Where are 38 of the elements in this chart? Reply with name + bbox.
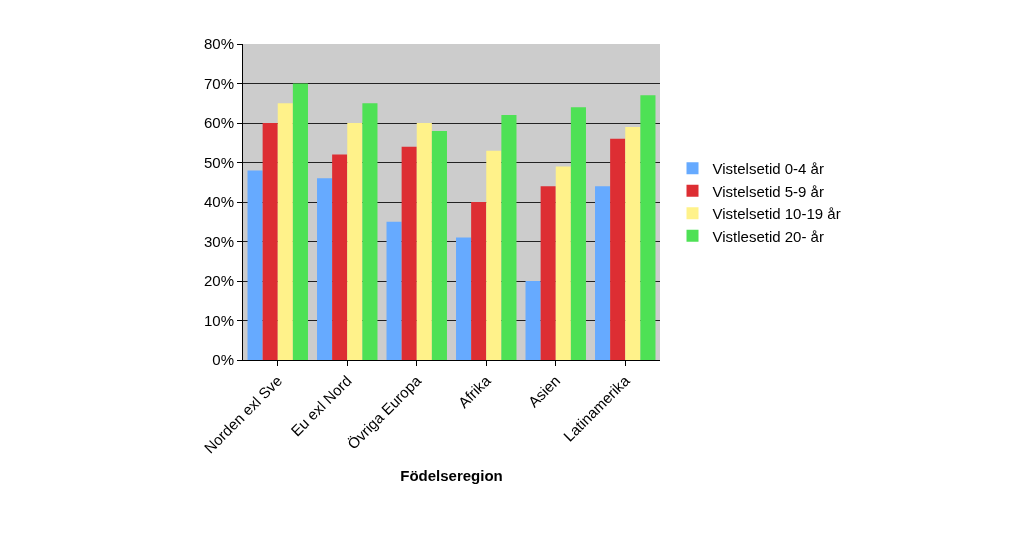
bar bbox=[525, 281, 541, 360]
bar bbox=[595, 186, 611, 360]
bar bbox=[347, 123, 363, 360]
bar bbox=[640, 95, 656, 360]
legend-label: Vistelsetid 0-4 år bbox=[712, 160, 824, 178]
bar bbox=[262, 123, 278, 360]
bar bbox=[362, 103, 378, 360]
bar bbox=[456, 237, 472, 360]
bar bbox=[625, 126, 641, 360]
legend-label: Vistlesetid 20- år bbox=[712, 227, 824, 245]
y-tick-label: 40% bbox=[203, 193, 234, 211]
legend-label: Vistelsetid 5-9 år bbox=[712, 182, 824, 200]
bar bbox=[401, 146, 417, 360]
y-tick-label: 0% bbox=[212, 351, 234, 369]
bar bbox=[332, 154, 348, 360]
bar bbox=[486, 150, 502, 360]
bar bbox=[247, 170, 263, 360]
y-tick-label: 70% bbox=[203, 74, 234, 92]
bar bbox=[292, 83, 308, 360]
bar bbox=[540, 186, 556, 360]
y-tick-label: 20% bbox=[203, 272, 234, 290]
bar bbox=[277, 103, 293, 360]
bar bbox=[471, 202, 487, 360]
y-tick-label: 10% bbox=[203, 311, 234, 329]
bar bbox=[610, 138, 626, 360]
y-tick-label: 60% bbox=[203, 114, 234, 132]
bar bbox=[570, 107, 586, 360]
bar bbox=[416, 123, 432, 360]
y-tick-label: 80% bbox=[203, 35, 234, 53]
bar bbox=[555, 166, 571, 360]
bar bbox=[431, 130, 447, 360]
bar bbox=[501, 115, 517, 360]
x-axis-title: Födelseregion bbox=[400, 467, 503, 485]
y-tick-label: 50% bbox=[203, 153, 234, 171]
bar bbox=[386, 221, 402, 360]
bar bbox=[317, 178, 333, 360]
legend-label: Vistelsetid 10-19 år bbox=[712, 205, 841, 223]
y-tick-label: 30% bbox=[203, 232, 234, 250]
